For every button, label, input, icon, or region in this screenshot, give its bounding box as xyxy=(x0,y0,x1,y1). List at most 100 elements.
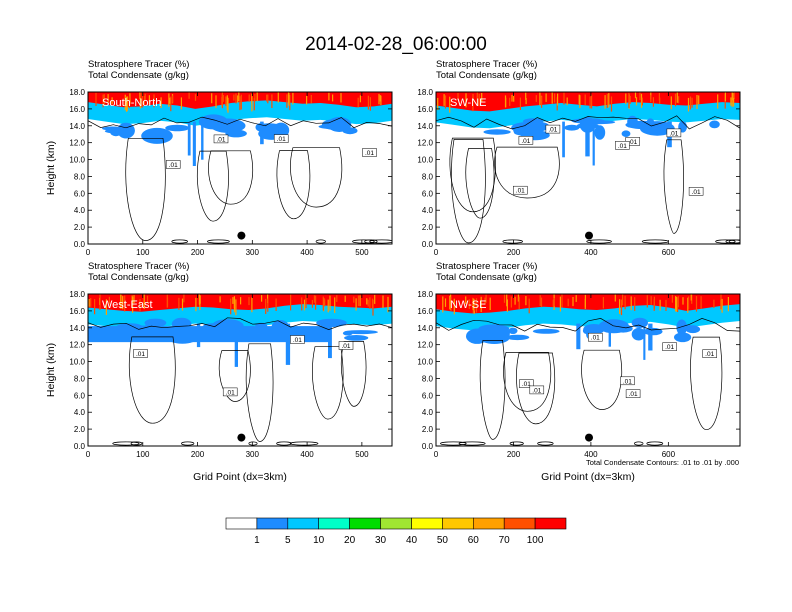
tracer-streak xyxy=(624,295,626,310)
tracer-streak xyxy=(676,296,678,312)
tracer-streak xyxy=(650,95,652,103)
tracer-streak xyxy=(322,296,324,311)
contour-line xyxy=(369,239,392,244)
tracer-streak xyxy=(148,95,150,105)
condensate-column xyxy=(234,323,238,367)
tracer-streak xyxy=(160,97,162,108)
y-tick-label: 2.0 xyxy=(74,223,86,232)
contour-line xyxy=(715,239,736,244)
tracer-streak xyxy=(733,97,735,107)
contour-line xyxy=(509,441,524,446)
location-marker xyxy=(585,433,593,442)
tracer-streak xyxy=(303,299,306,311)
tracer-streak xyxy=(449,96,451,113)
tracer-streak xyxy=(288,92,290,106)
tracer-streak xyxy=(153,94,155,108)
tracer-streak xyxy=(290,294,292,311)
colorbar-swatch xyxy=(225,517,258,530)
condensate-column xyxy=(648,323,653,351)
tracer-streak xyxy=(233,94,235,101)
contour-label-box xyxy=(662,342,677,351)
tracer-streak xyxy=(95,92,97,106)
tracer-streak xyxy=(340,93,342,103)
tracer-streak xyxy=(344,295,346,302)
condensate-column xyxy=(585,121,590,157)
tracer-streak xyxy=(271,94,273,108)
y-tick-label: 18.0 xyxy=(69,290,85,299)
contour-line xyxy=(516,352,555,425)
tracer-streak xyxy=(107,94,109,103)
tracer-streak xyxy=(578,94,580,105)
contour-line xyxy=(479,340,506,440)
plot-frame xyxy=(435,293,741,447)
contour-line xyxy=(196,150,229,222)
colorbar-label: 60 xyxy=(468,535,480,546)
contour-label-box xyxy=(519,379,534,388)
tracer-streak xyxy=(727,297,729,312)
tracer-streak xyxy=(720,294,722,310)
tracer-streak xyxy=(313,295,315,303)
tracer-streak xyxy=(225,96,227,106)
contour-label: .01 xyxy=(521,138,530,145)
tracer-streak xyxy=(539,295,541,306)
tracer-streak xyxy=(124,94,126,111)
panel-south-north: Stratosphere Tracer (%)Total Condensate … xyxy=(45,59,393,257)
y-tick-label: 0.0 xyxy=(422,240,434,249)
tracer-streak xyxy=(170,96,172,112)
tracer-streak xyxy=(172,95,174,103)
condensate-patch xyxy=(631,327,646,341)
y-tick-label: 16.0 xyxy=(69,105,85,114)
contour-label-box xyxy=(338,341,354,350)
contour-label: .01 xyxy=(516,188,525,195)
panel-name: West-East xyxy=(102,299,153,311)
contour-label-box xyxy=(620,376,635,386)
tracer-streak xyxy=(168,93,170,107)
tracer-streak xyxy=(315,295,317,310)
contour-label: .01 xyxy=(365,150,374,157)
tracer-streak xyxy=(575,295,577,302)
x-tick-label: 200 xyxy=(191,248,205,257)
y-tick-label: 10.0 xyxy=(69,156,85,165)
y-tick-label: 18.0 xyxy=(69,88,85,97)
tracer-streak xyxy=(336,295,338,302)
tracer-streak xyxy=(634,297,636,311)
contour-label: .01 xyxy=(522,381,531,388)
tracer-streak xyxy=(732,93,734,101)
panel-subtitle-condensate: Total Condensate (g/kg) xyxy=(436,272,537,283)
contour-line xyxy=(245,343,274,442)
tracer-streak xyxy=(88,299,90,307)
tracer-streak xyxy=(139,97,141,109)
condensate-patch xyxy=(598,319,630,334)
tracer-streak xyxy=(237,95,239,103)
tracer-streak xyxy=(650,296,652,305)
tracer-streak xyxy=(713,299,715,308)
tracer-streak xyxy=(222,95,224,102)
contour-line xyxy=(581,349,622,410)
contour-label-box xyxy=(625,389,641,398)
contour-label-box xyxy=(666,128,682,138)
y-tick-label: 14.0 xyxy=(69,122,85,131)
field-layer: .01.01.01.01.01.01.01 xyxy=(436,294,740,446)
tracer-streak xyxy=(733,92,735,99)
condensate-patch xyxy=(483,129,511,135)
tracer-streak xyxy=(256,92,258,102)
y-tick-label: 12.0 xyxy=(417,139,433,148)
tracer-streak xyxy=(374,294,376,304)
x-tick-label: 100 xyxy=(136,450,150,459)
x-tick-label: 300 xyxy=(246,450,260,459)
tracer-streak xyxy=(235,299,237,316)
contour-label: .01 xyxy=(293,337,302,344)
tracer-streak xyxy=(442,296,444,313)
y-tick-label: 4.0 xyxy=(422,408,434,417)
y-tick-label: 14.0 xyxy=(417,122,433,131)
condensate-patch xyxy=(522,118,544,125)
tracer-streak xyxy=(139,299,141,311)
tracer-streak xyxy=(700,296,702,309)
tracer-streak xyxy=(289,95,291,111)
contour-line xyxy=(503,352,551,412)
contour-line xyxy=(125,137,166,241)
condensate-patch xyxy=(631,317,648,328)
tracer-streak xyxy=(472,93,474,105)
colorbar-swatch xyxy=(534,517,567,530)
tracer-streak xyxy=(357,295,359,307)
